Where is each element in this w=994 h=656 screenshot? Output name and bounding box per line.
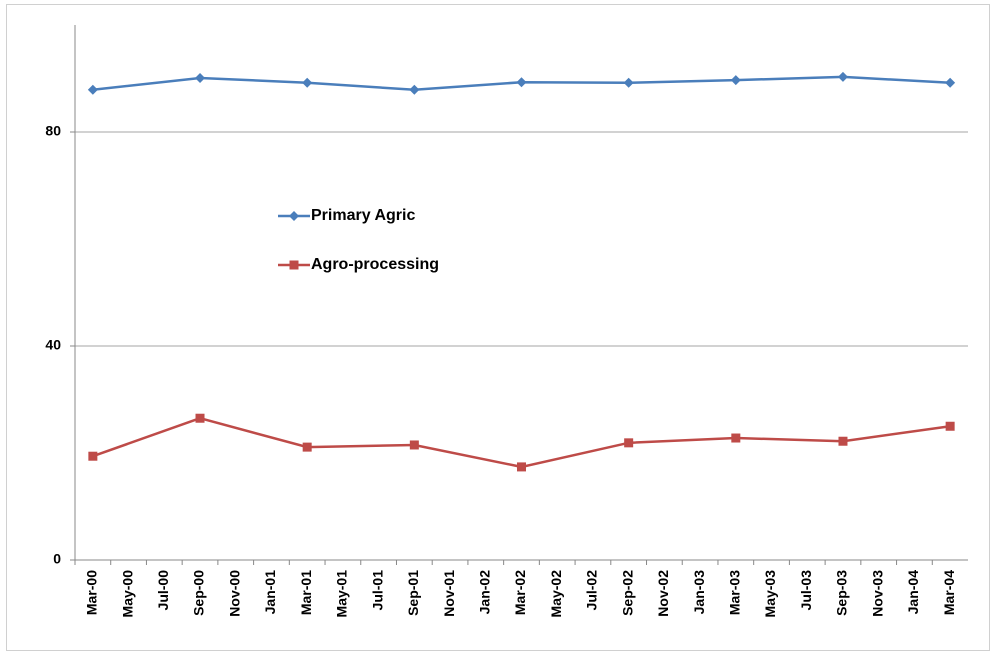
data-point <box>88 451 98 461</box>
x-tick-label: Mar-03 <box>727 570 743 615</box>
data-point <box>409 440 419 450</box>
x-tick-label: Nov-01 <box>441 570 457 617</box>
x-tick-label: Sep-02 <box>619 570 635 616</box>
x-tick-label: Jan-03 <box>691 570 707 615</box>
data-point <box>837 71 848 82</box>
x-tick-label: Jul-00 <box>155 570 171 611</box>
x-tick-label: Jul-03 <box>798 570 814 611</box>
data-point <box>195 72 206 83</box>
data-point <box>623 77 634 88</box>
x-tick-label: Nov-00 <box>226 570 242 617</box>
x-tick-label: Jul-02 <box>584 570 600 611</box>
legend-label: Agro-processing <box>311 256 439 273</box>
chart-border <box>6 4 990 651</box>
data-point <box>517 462 526 472</box>
x-tick-label: Jul-01 <box>369 570 385 611</box>
legend-label: Primary Agric <box>311 207 415 224</box>
x-tick-label: May-03 <box>762 570 778 618</box>
legend-marker <box>289 260 299 270</box>
y-tick-label: 80 <box>45 123 61 139</box>
data-point <box>302 77 313 88</box>
x-tick-label: Mar-02 <box>512 570 528 615</box>
data-point <box>516 77 527 88</box>
data-point <box>945 421 955 431</box>
x-tick-label: Mar-01 <box>298 570 314 615</box>
x-tick-label: Mar-04 <box>941 570 957 615</box>
data-point <box>87 84 98 95</box>
data-point <box>945 77 956 88</box>
y-tick-label: 40 <box>45 337 61 353</box>
data-point <box>838 436 848 446</box>
data-point <box>409 84 420 95</box>
data-point <box>302 442 312 452</box>
x-tick-label: Jan-02 <box>476 570 492 615</box>
data-point <box>624 438 634 448</box>
x-tick-label: Jan-04 <box>905 570 921 615</box>
legend-marker <box>289 211 299 221</box>
x-tick-label: Nov-03 <box>869 570 885 617</box>
x-tick-label: Sep-00 <box>191 570 207 616</box>
x-tick-label: Sep-01 <box>405 570 421 616</box>
y-tick-label: 0 <box>53 551 61 567</box>
x-tick-label: May-02 <box>548 570 564 618</box>
data-point <box>195 413 205 423</box>
x-tick-label: May-00 <box>119 570 135 618</box>
x-tick-label: Jan-01 <box>262 570 278 615</box>
x-tick-label: Mar-00 <box>84 570 100 615</box>
x-tick-label: Sep-03 <box>834 570 850 616</box>
x-tick-label: May-01 <box>334 570 350 618</box>
x-tick-label: Nov-02 <box>655 570 671 617</box>
data-point <box>730 75 741 86</box>
data-point <box>731 433 741 443</box>
